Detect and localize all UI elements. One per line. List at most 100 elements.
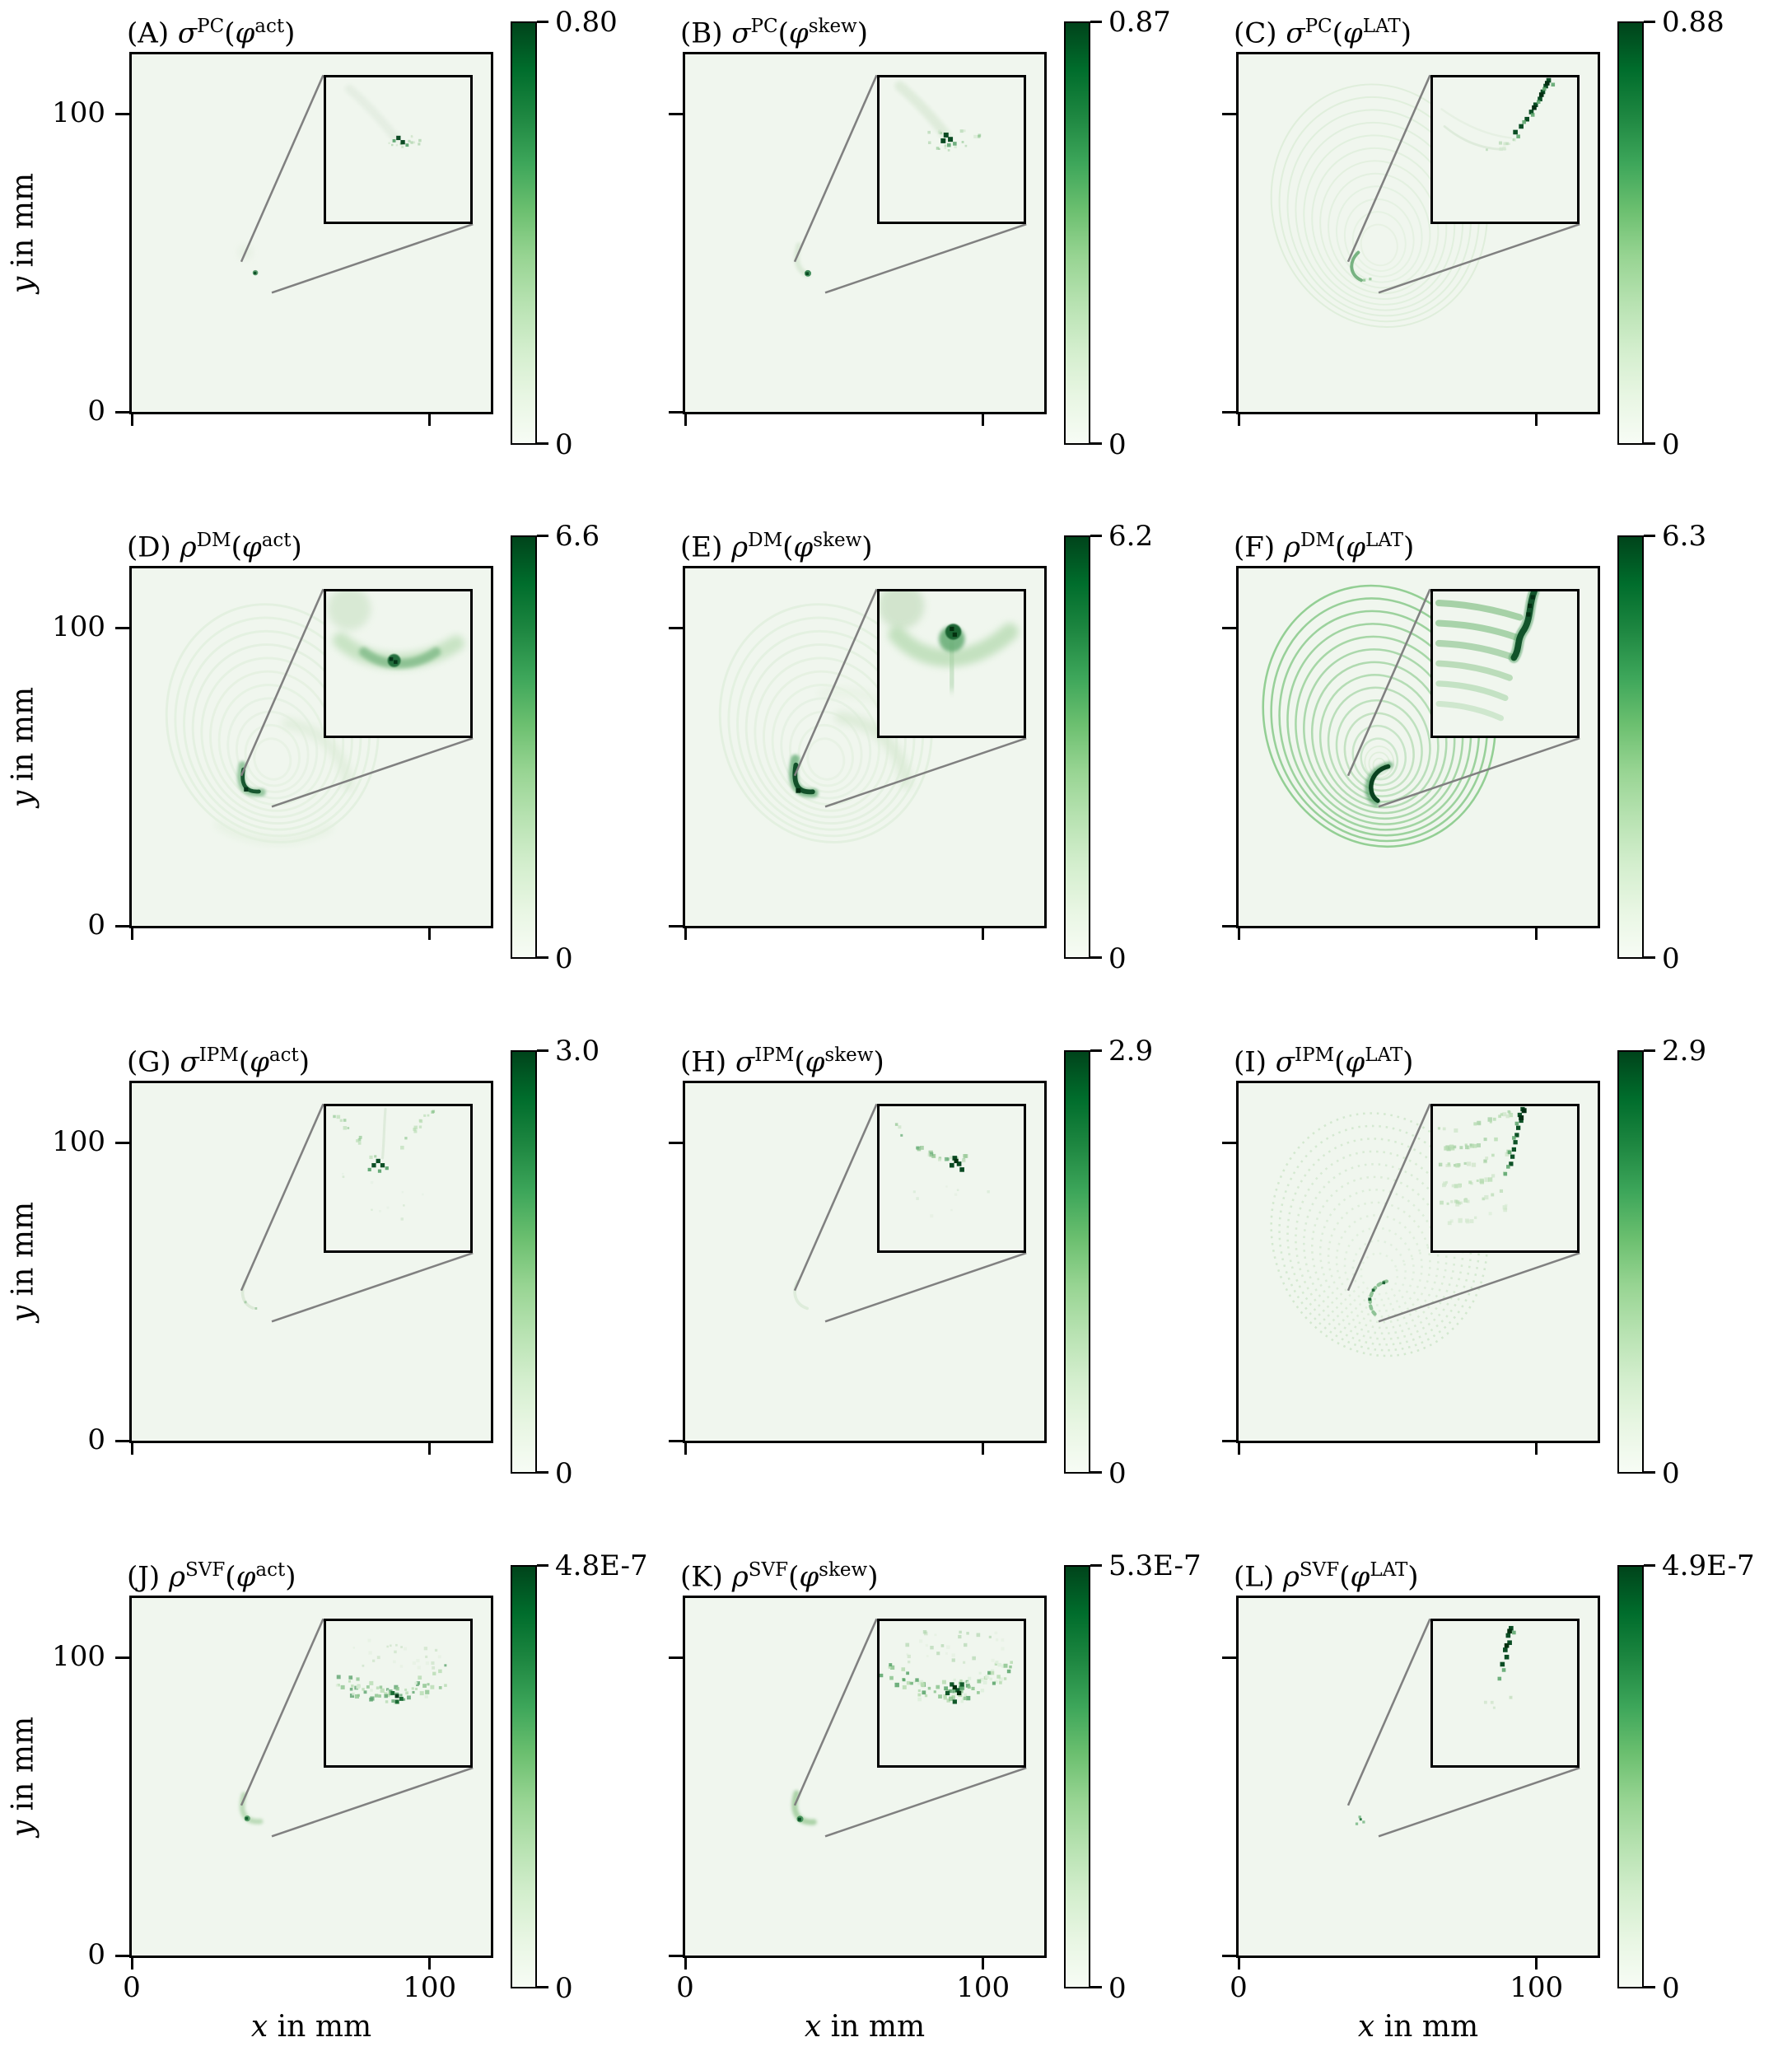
zoom-inset-field [344,85,422,149]
panel-method-superscript: DM [196,530,231,551]
colorbar-top-tick [1644,535,1655,537]
x-tick-mark-100 [1535,1441,1538,1455]
colorbar-top-tick [1644,1049,1655,1052]
colorbar-top-tick [1090,21,1102,23]
colorbar [1617,21,1644,445]
panel-phi-symbol: φ [788,16,809,50]
panel-title: (B) σPC(φskew) [680,10,868,49]
panel-phi-symbol: φ [236,1560,256,1594]
panel-phase-superscript: LAT [1370,1559,1408,1581]
panel-label: (E) [680,530,732,564]
paren-close: ) [873,1045,884,1079]
panel-label: (B) [680,16,732,50]
panel-label: (F) [1234,530,1284,564]
panel-phi-symbol: φ [793,530,814,564]
paren-close: ) [298,1045,310,1079]
y-tick-label-100: 100 [52,1125,105,1158]
x-tick-mark-0 [684,1441,687,1455]
colorbar-top-tick [1644,1564,1655,1567]
zoom-inset-box [1430,589,1580,739]
y-tick-label-100: 100 [52,1640,105,1673]
colorbar-bottom-tick [1644,956,1655,959]
paren-close: ) [284,16,296,50]
panel-method-superscript: PC [1304,16,1332,37]
panel-quantity-symbol: σ [1275,1045,1295,1079]
paren-open: ( [788,1560,800,1594]
y-tick-mark-100 [1222,112,1236,115]
zoom-inset-field [1440,78,1555,152]
paren-open: ( [1334,530,1346,564]
x-tick-label-100: 100 [1510,1971,1564,2004]
panel: (I) σIPM(φLAT) 2.9 0 [1222,1037,1706,1488]
panel-method-superscript: PC [750,16,778,37]
x-tick-mark-0 [130,412,133,426]
colorbar-min-label: 0 [1108,1457,1127,1490]
x-axis-letter: x [1357,2010,1375,2044]
panel: (A) σPC(φact) 0.80 0 100 0 y in mm [7,8,618,459]
zoom-inset-box [876,75,1027,225]
colorbar-top-tick [537,1049,548,1052]
colorbar [1617,535,1644,959]
panel-label: (H) [680,1045,735,1079]
panel-phase-superscript: LAT [1365,530,1403,551]
panel-title: (I) σIPM(φLAT) [1234,1039,1413,1078]
x-tick-mark-100 [982,1956,985,1970]
paren-close: ) [285,1560,296,1594]
paren-open: ( [1332,16,1343,50]
panel-label: (A) [127,16,178,50]
colorbar-bottom-tick [1644,1471,1655,1474]
y-tick-mark-100 [669,112,683,115]
heatmap-field [239,74,474,294]
heatmap-field [240,1103,474,1323]
panel-phase-superscript: act [254,16,285,37]
zoom-inset-box [323,589,474,739]
y-axis-label: y in mm [7,687,40,807]
colorbar-min-label: 0 [1108,428,1127,461]
x-axis-label: x in mm [1358,2010,1478,2044]
panel-method-superscript: DM [748,530,783,551]
zoom-inset-box [1430,1104,1580,1254]
heatmap-field [239,1618,474,1838]
panel-method-superscript: SVF [184,1559,226,1581]
panel: (J) ρSVF(φact) 4.8E-7 0 100 0 y in mm 0 … [7,1552,648,2044]
x-tick-label-100: 100 [956,1971,1010,2004]
panel-method-superscript: IPM [198,1044,239,1066]
y-axis-letter: y [6,790,40,808]
panel-method-superscript: SVF [1299,1559,1340,1581]
paren-close: ) [867,1560,879,1594]
y-axis-letter: y [6,1820,40,1838]
zoom-inset-box [1430,1619,1580,1769]
colorbar-min-label: 0 [1108,1972,1127,2005]
y-tick-mark-0 [1222,924,1236,928]
heatmap-field [793,74,1027,294]
panel-label: (C) [1234,16,1286,50]
y-tick-mark-100 [669,1141,683,1144]
zoom-inset-field [879,591,1019,692]
panel-phase-superscript: act [255,1559,286,1581]
paren-close: ) [1402,1045,1414,1079]
panel: (D) ρDM(φact) 6.6 0 100 0 y in mm [7,522,600,973]
zoom-inset-field [879,1630,1013,1704]
heatmap-field [791,1618,1027,1838]
panel-quantity-symbol: ρ [731,1560,749,1594]
paren-open: ( [238,1045,250,1079]
y-axis-units: in mm [6,1201,40,1306]
panel: (E) ρDM(φskew) 6.2 0 [669,522,1153,973]
colorbar-top-tick [537,535,548,537]
panel-method-superscript: PC [197,16,225,37]
colorbar-max-label: 5.3E-7 [1108,1549,1202,1582]
y-axis-label: y in mm [7,1717,40,1837]
panel-phase-superscript: skew [808,16,857,37]
y-tick-label-0: 0 [87,1938,105,1971]
panel-title: (K) ρSVF(φskew) [680,1554,878,1593]
panel-method-superscript: SVF [748,1559,789,1581]
y-tick-label-0: 0 [87,395,105,428]
panel-quantity-symbol: σ [735,1045,755,1079]
y-tick-mark-0 [669,924,683,928]
panel-title: (D) ρDM(φact) [127,524,302,563]
heatmap-field [793,1103,1027,1323]
panel-phi-symbol: φ [1345,1045,1365,1079]
x-tick-mark-100 [982,1441,985,1455]
colorbar-top-tick [1644,21,1655,23]
y-tick-mark-100 [115,1141,129,1144]
